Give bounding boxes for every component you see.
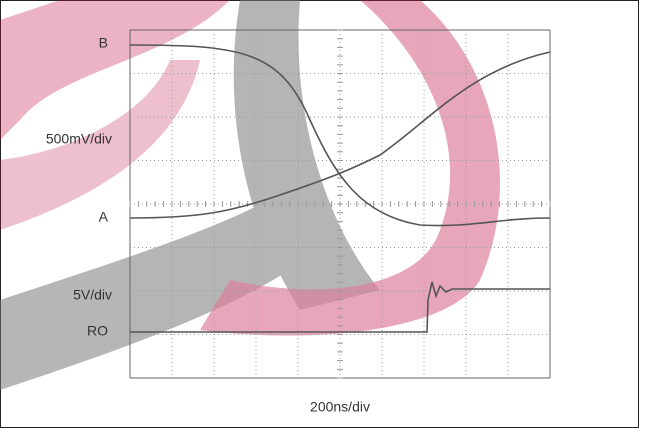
label-v-scale-top: 500mV/div — [46, 131, 112, 147]
label-b: B — [99, 35, 108, 51]
label-v-scale-bottom: 5V/div — [73, 287, 112, 303]
trace-a — [129, 51, 551, 219]
label-ro: RO — [87, 323, 108, 339]
trace-b — [129, 44, 551, 227]
label-a: A — [99, 209, 109, 225]
trace-ro — [130, 281, 550, 333]
label-h-scale: 200ns/div — [310, 399, 370, 415]
